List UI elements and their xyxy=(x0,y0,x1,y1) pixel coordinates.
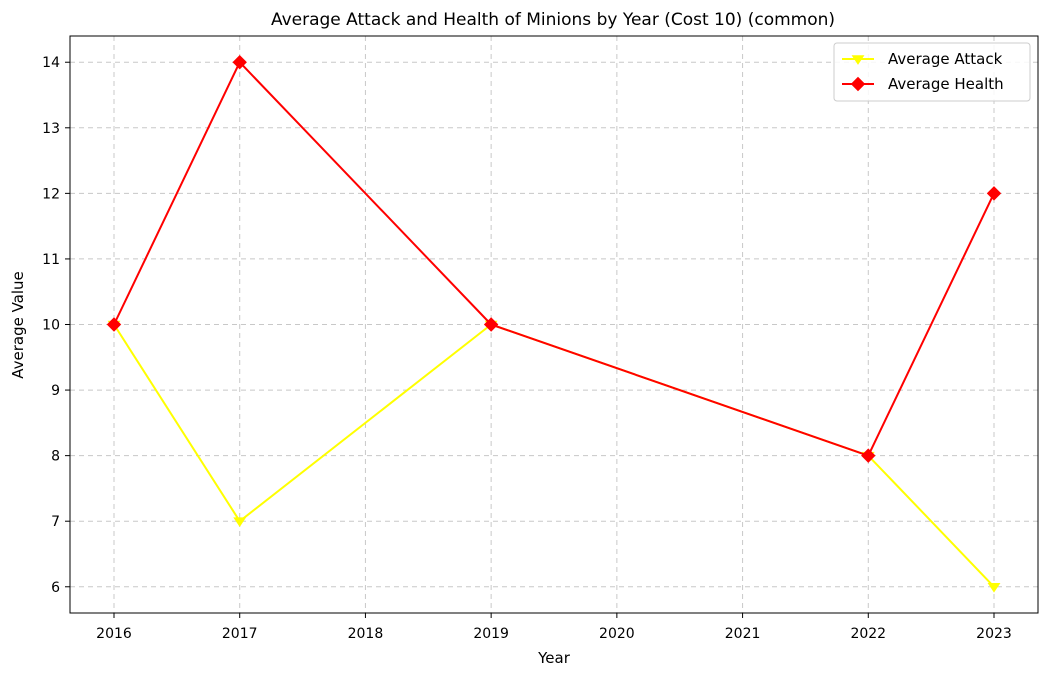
y-tick-label: 11 xyxy=(42,252,60,268)
data-point xyxy=(233,517,247,528)
data-point xyxy=(106,317,122,332)
chart-title: Average Attack and Health of Minions by … xyxy=(271,10,835,30)
data-point xyxy=(483,317,499,332)
data-point xyxy=(232,55,247,70)
series-layer xyxy=(106,55,1002,593)
x-tick-label: 2017 xyxy=(222,626,258,642)
data-point xyxy=(987,582,1001,593)
data-point xyxy=(986,186,1002,201)
x-tick-label: 2019 xyxy=(473,626,509,642)
y-tick-label: 13 xyxy=(42,121,60,137)
axis-ticks: 2016 2017 2018 2019 2020 2021 2022 2023 6 7 8 9 10 11… xyxy=(42,55,1012,642)
y-tick-label: 9 xyxy=(51,383,60,399)
y-tick-label: 14 xyxy=(42,55,60,71)
y-tick-label: 10 xyxy=(42,318,60,334)
legend-label: Average Attack xyxy=(888,50,1003,68)
legend: Average Attack Average Health xyxy=(833,42,1031,102)
x-tick-label: 2021 xyxy=(725,626,761,642)
legend-item: Average Attack xyxy=(842,50,1003,68)
series-average-health xyxy=(106,55,1002,463)
x-axis-label: Year xyxy=(537,649,571,667)
y-tick-label: 12 xyxy=(42,186,60,202)
y-axis-label: Average Value xyxy=(9,271,27,379)
x-tick-label: 2016 xyxy=(96,626,132,642)
legend-box xyxy=(833,42,1031,102)
x-tick-label: 2018 xyxy=(348,626,384,642)
legend-marker xyxy=(851,55,865,65)
x-tick-label: 2023 xyxy=(976,626,1012,642)
legend-label: Average Health xyxy=(888,75,1004,93)
legend-item: Average Health xyxy=(842,75,1004,93)
x-tick-label: 2022 xyxy=(850,626,886,642)
grid-lines xyxy=(70,36,1038,613)
y-tick-label: 8 xyxy=(51,449,60,465)
data-point xyxy=(861,448,876,463)
y-tick-label: 6 xyxy=(51,580,60,596)
x-tick-label: 2020 xyxy=(599,626,635,642)
legend-marker xyxy=(850,76,866,92)
y-tick-label: 7 xyxy=(51,514,60,530)
